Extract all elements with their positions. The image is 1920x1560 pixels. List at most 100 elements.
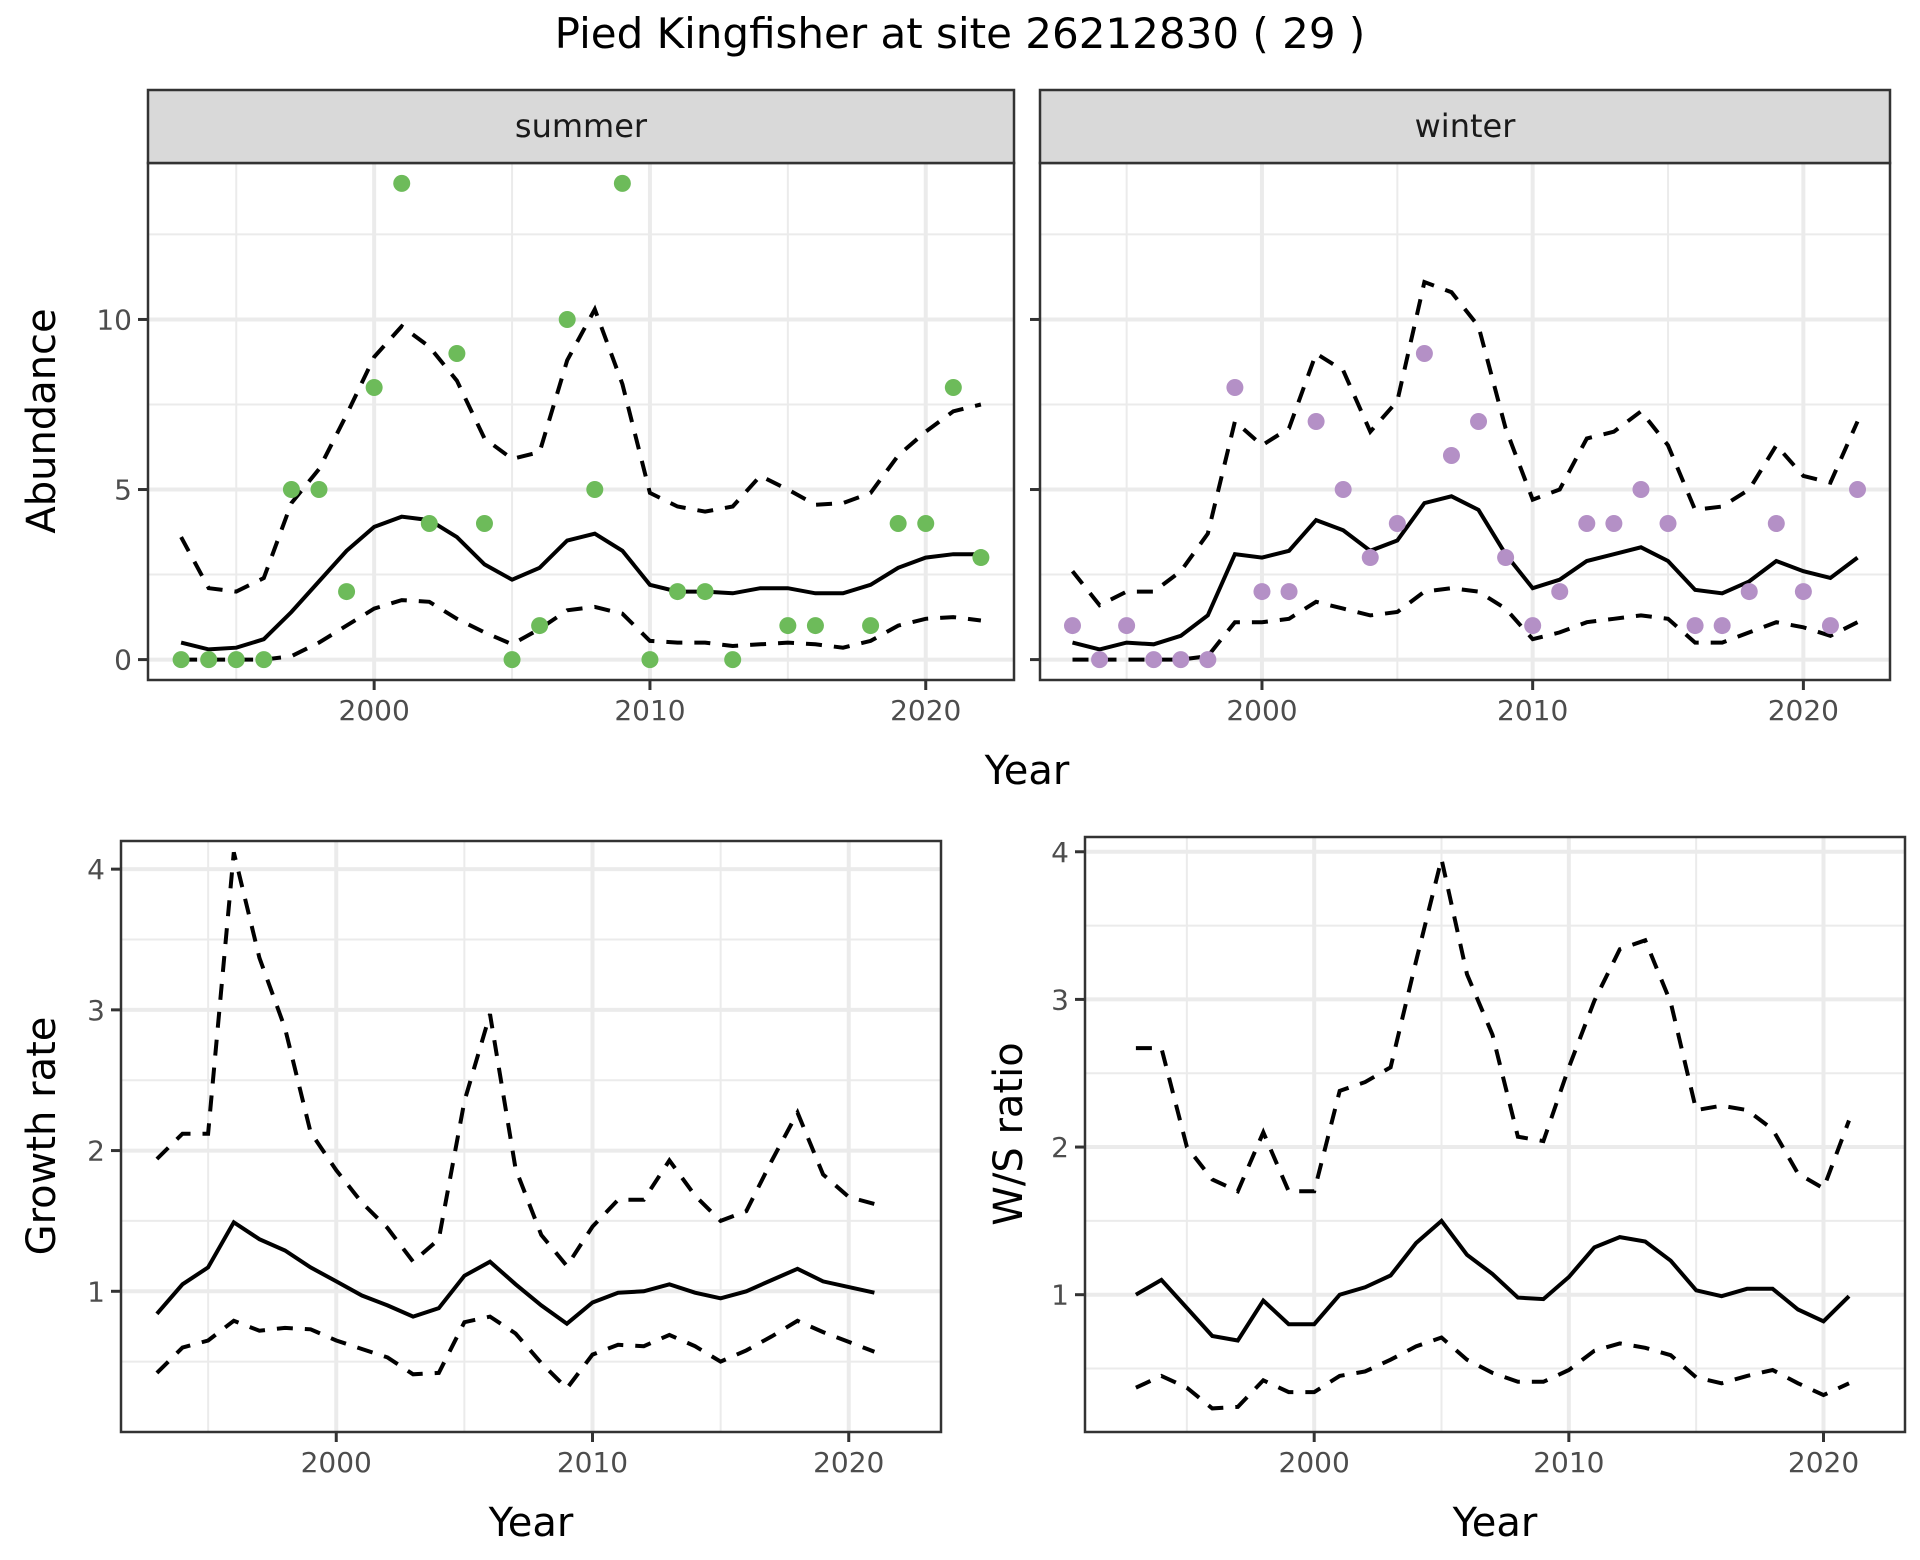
y-tick-label: 3	[87, 994, 105, 1027]
winter-observed-point	[1226, 378, 1244, 396]
winter-observed-point	[1713, 617, 1731, 635]
facet-label-summer: summer	[515, 107, 648, 145]
winter-observed-point	[1118, 617, 1136, 635]
y-tick-label: 2	[1051, 1131, 1069, 1164]
winter-observed-point	[1524, 617, 1542, 635]
summer-observed-point	[255, 651, 273, 669]
winter-observed-point	[1091, 651, 1109, 669]
winter-observed-point	[1470, 413, 1488, 430]
y-tick-label: 5	[114, 474, 132, 507]
growth-fitted-line	[155, 1219, 875, 1327]
summer-observed-point	[227, 651, 245, 669]
summer-observed-point	[310, 481, 328, 499]
summer-observed-point	[200, 651, 218, 669]
x-tick-label: 2020	[813, 1446, 884, 1479]
ws-ratio-lower-ci-line	[1135, 1335, 1850, 1411]
summer-observed-point	[448, 344, 466, 362]
winter-observed-point	[1659, 515, 1677, 533]
summer-observed-point	[586, 481, 604, 499]
x-axis-title-ws: Year	[1452, 1500, 1538, 1546]
summer-observed-point	[917, 515, 935, 533]
y-tick-label: 4	[1051, 836, 1069, 869]
winter-observed-point	[1794, 583, 1812, 601]
winter-observed-point	[1686, 617, 1704, 635]
winter-observed-point	[1442, 447, 1460, 465]
y-tick-label: 1	[87, 1275, 105, 1308]
winter-observed-point	[1551, 583, 1569, 601]
winter-observed-point	[1361, 549, 1379, 567]
winter-observed-point	[1334, 481, 1352, 499]
summer-observed-point	[944, 378, 962, 396]
summer-observed-point	[806, 617, 824, 635]
y-tick-label: 2	[87, 1135, 105, 1168]
winter-observed-point	[1767, 515, 1785, 533]
summer-observed-point	[724, 651, 742, 669]
x-axis-title-growth: Year	[488, 1500, 574, 1546]
winter-upper-ci-line	[1070, 279, 1860, 608]
x-tick-label: 2010	[1533, 1446, 1604, 1479]
x-tick-label: 2000	[339, 694, 410, 727]
panel-border	[119, 839, 943, 1434]
winter-observed-point	[1145, 651, 1163, 669]
y-tick-label: 0	[114, 644, 132, 677]
x-tick-label: 2020	[1768, 694, 1839, 727]
winter-observed-point	[1632, 481, 1650, 499]
facet-strip-winter	[1038, 88, 1892, 165]
winter-observed-point	[1578, 515, 1596, 533]
winter-observed-point	[1605, 515, 1623, 533]
summer-observed-point	[420, 515, 438, 533]
summer-lower-ci-line	[181, 598, 982, 662]
summer-observed-point	[393, 174, 411, 192]
growth-upper-ci-line	[155, 851, 875, 1270]
summer-observed-point	[972, 549, 990, 567]
facet-label-winter: winter	[1415, 107, 1517, 145]
winter-fitted-line	[1072, 494, 1859, 652]
ws-ratio-upper-ci-line	[1135, 858, 1851, 1194]
summer-observed-point	[558, 310, 576, 328]
y-axis-title-abundance: Abundance	[19, 308, 65, 533]
summer-observed-point	[779, 617, 797, 635]
x-axis-title-abundance: Year	[984, 748, 1070, 794]
summer-observed-point	[503, 651, 521, 669]
winter-observed-point	[1497, 549, 1515, 567]
winter-observed-point	[1199, 651, 1217, 669]
summer-observed-point	[696, 583, 714, 601]
summer-observed-point	[282, 481, 300, 499]
summer-observed-point	[613, 174, 631, 192]
winter-observed-point	[1415, 344, 1433, 362]
summer-observed-point	[669, 583, 687, 601]
winter-observed-point	[1740, 583, 1758, 601]
winter-observed-point	[1253, 583, 1271, 601]
summer-observed-point	[365, 378, 383, 396]
summer-observed-point	[338, 583, 356, 601]
chart-title: Pied Kingfisher at site 26212830 ( 29 )	[555, 9, 1366, 58]
x-tick-label: 2000	[1226, 694, 1297, 727]
y-axis-title-ws: W/S ratio	[986, 1042, 1032, 1225]
summer-fitted-line	[180, 514, 981, 652]
x-tick-label: 2000	[301, 1446, 372, 1479]
winter-lower-ci-line	[1072, 586, 1859, 662]
summer-observed-point	[531, 617, 549, 635]
winter-observed-point	[1172, 651, 1190, 669]
summer-observed-point	[172, 651, 190, 669]
x-tick-label: 2010	[614, 694, 685, 727]
y-tick-label: 10	[96, 303, 132, 336]
summer-observed-point	[475, 515, 493, 533]
winter-observed-point	[1821, 617, 1839, 635]
winter-observed-point	[1280, 583, 1298, 601]
winter-observed-point	[1849, 481, 1867, 499]
summer-observed-point	[862, 617, 880, 635]
x-tick-label: 2010	[1497, 694, 1568, 727]
y-axis-title-growth: Growth rate	[19, 1017, 65, 1256]
y-tick-label: 3	[1051, 983, 1069, 1016]
summer-observed-point	[641, 651, 659, 669]
x-tick-label: 2020	[1788, 1446, 1859, 1479]
summer-upper-ci-line	[179, 304, 982, 594]
summer-observed-point	[889, 515, 907, 533]
panel-border	[146, 161, 1016, 682]
growth-lower-ci-line	[155, 1314, 876, 1392]
panel-border	[1038, 161, 1892, 682]
facet-strip-summer	[146, 88, 1016, 165]
panel-border	[1083, 835, 1907, 1434]
